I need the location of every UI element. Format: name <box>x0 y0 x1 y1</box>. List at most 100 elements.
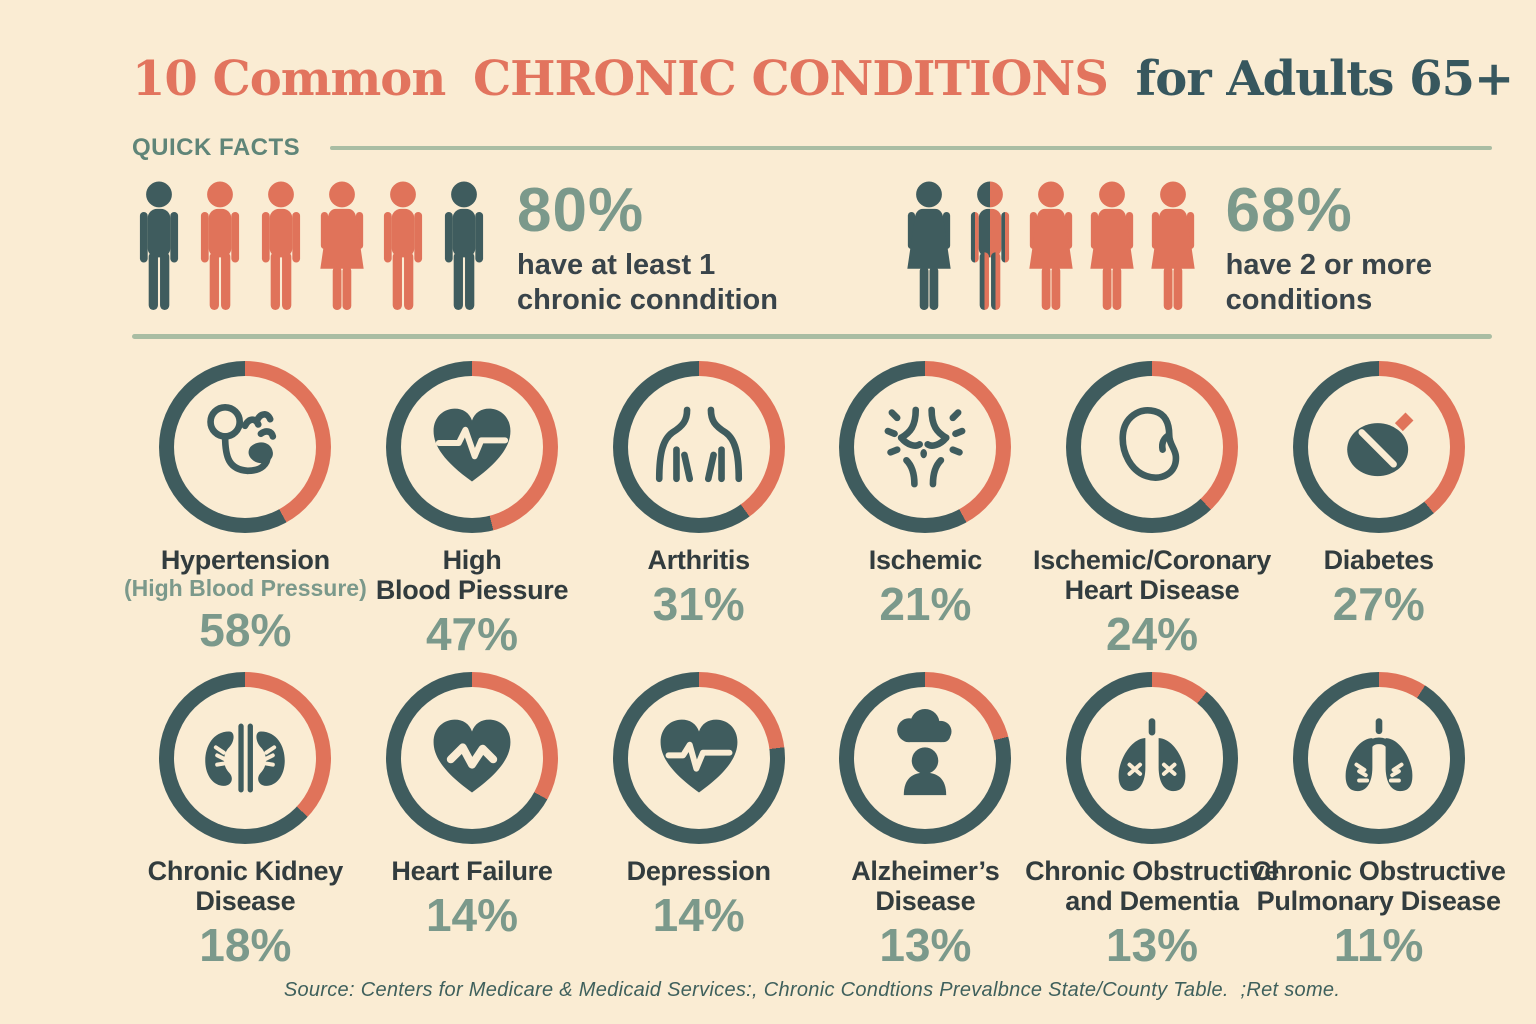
donut-ring <box>1066 671 1239 844</box>
stat-desc-line2: conditions <box>1225 283 1373 316</box>
stat-desc-line1: have at least 1 <box>517 249 716 281</box>
condition-label-line2: Pulmonary Disease <box>1256 885 1501 916</box>
conditions-row-2: Chronic Kidney Disease 18% Heart Failure… <box>132 671 1506 971</box>
condition-card-depression: Depression 14% <box>585 671 812 969</box>
teal-man-icon <box>444 181 484 310</box>
quick-facts-label: QUICK FACTS <box>132 134 301 161</box>
condition-label-line1: Heart Failure <box>391 855 553 886</box>
people-pictograph-right <box>902 180 1200 312</box>
stat-at-least-one: 80% have at least 1 chronic conndition <box>132 180 778 318</box>
donut-ring <box>612 360 785 533</box>
condition-percent: 58% <box>199 603 292 656</box>
coral-woman-icon <box>320 181 364 310</box>
condition-percent: 31% <box>652 577 745 630</box>
condition-card-heart-failure: Heart Failure 14% <box>359 671 586 969</box>
split-man-icon <box>970 181 1009 310</box>
condition-card-arthritis: Arthritis 31% <box>585 360 812 658</box>
heart-ekg-icon <box>433 408 511 482</box>
lungs-bronchi-icon <box>1345 718 1413 792</box>
condition-percent: 13% <box>879 918 972 971</box>
source-citation: Source: Centers for Medicare & Medicaid … <box>283 979 1341 1002</box>
coral-woman-icon <box>1151 181 1195 310</box>
condition-card-alzheimers: Alzheimer’s Disease 13% <box>812 671 1039 971</box>
donut-ring <box>839 360 1012 533</box>
people-pictograph-left <box>132 180 491 312</box>
stat-two-or-more: 68% have 2 or more conditions <box>902 180 1432 318</box>
person-cloud-icon <box>897 708 952 795</box>
condition-label-line2: Blood Piessure <box>375 574 569 605</box>
quick-facts-stats: 80% have at least 1 chronic conndition 6… <box>132 180 1492 318</box>
condition-label-line1: Chronic Obstructive <box>1251 855 1506 886</box>
condition-percent: 47% <box>425 607 519 660</box>
page-title: 10 Common CHRONIC CONDITIONS for Adults … <box>132 46 1514 112</box>
condition-percent: 14% <box>652 888 745 941</box>
condition-percent: 24% <box>1105 607 1199 660</box>
coral-man-icon <box>261 181 301 310</box>
condition-card-diabetes: Diabetes 27% <box>1265 360 1492 658</box>
condition-label-line2: and Dementia <box>1065 885 1239 916</box>
donut-ring <box>159 360 332 533</box>
coral-woman-icon <box>1090 181 1134 310</box>
quick-facts-header: QUICK FACTS <box>132 134 1492 162</box>
donut-ring <box>1292 360 1465 533</box>
condition-label-line2: Disease <box>875 885 976 916</box>
condition-label-line1: Alzheimer’s <box>851 855 1000 886</box>
condition-label-line1: Depression <box>626 855 771 886</box>
condition-percent: 11% <box>1333 918 1424 971</box>
donut-ring <box>386 671 558 844</box>
title-tail: for Adults 65+ <box>1135 51 1515 107</box>
donut-ring <box>1292 671 1465 844</box>
condition-label-line1: Chronic Kidney <box>147 855 344 886</box>
blood-pressure-monitor-icon <box>207 403 277 474</box>
condition-card-coronary-heart-disease: Ischemic/Coronary Heart Disease 24% <box>1033 360 1271 660</box>
teal-woman-icon <box>907 181 951 310</box>
condition-card-copd-dementia: Chronic Obstructive and Dementia 13% <box>1025 671 1279 971</box>
condition-label-line1: Arthritis <box>647 544 751 575</box>
donut-ring <box>612 671 785 844</box>
joint-icon <box>884 406 966 488</box>
title-main: CHRONIC CONDITIONS <box>472 51 1109 107</box>
heart-pulse-icon <box>660 719 738 793</box>
condition-label-line1: Chronic Obstructive <box>1025 855 1279 886</box>
condition-label-line1: High <box>442 544 502 575</box>
stat-desc-line1: have 2 or more <box>1225 249 1432 281</box>
title-lead: 10 Common <box>132 51 446 107</box>
condition-card-copd: Chronic Obstructive Pulmonary Disease 11… <box>1252 671 1506 971</box>
condition-percent: 27% <box>1332 577 1425 630</box>
torso-icon <box>655 406 742 482</box>
condition-percent: 18% <box>199 918 292 971</box>
conditions-row-1: Hypertension (High Blood Pressure) 58% H… <box>124 360 1492 660</box>
condition-percent: 13% <box>1105 918 1199 971</box>
condition-sublabel: (High Blood Pressure) <box>123 574 367 601</box>
condition-card-chronic-kidney-disease: Chronic Kidney Disease 18% <box>132 671 359 971</box>
condition-label-line1: Hypertension <box>160 544 330 575</box>
quick-facts-divider-line <box>330 146 1492 150</box>
teal-man-icon <box>139 181 179 310</box>
heart-organ-outline-icon <box>1119 406 1180 481</box>
stat-value: 68% <box>1225 176 1353 245</box>
condition-percent: 21% <box>879 577 972 630</box>
condition-label-line2: Heart Disease <box>1064 574 1240 605</box>
donut-ring <box>839 671 1012 844</box>
glucometer-icon <box>1346 412 1414 476</box>
condition-label-line1: Diabetes <box>1323 544 1434 575</box>
stat-value: 80% <box>517 176 645 245</box>
condition-card-ischemic: Ischemic 21% <box>812 360 1039 658</box>
coral-man-icon <box>200 181 240 310</box>
donut-ring <box>386 360 558 533</box>
heart-zigzag-icon <box>433 719 511 793</box>
condition-percent: 14% <box>425 888 519 941</box>
condition-label-line1: Ischemic <box>868 544 982 575</box>
condition-card-hypertension: Hypertension (High Blood Pressure) 58% <box>124 360 367 658</box>
condition-label-line1: Ischemic/Coronary <box>1033 544 1272 575</box>
coral-man-icon <box>383 181 423 310</box>
donut-ring <box>1066 360 1239 533</box>
donut-ring <box>159 671 332 844</box>
lungs-icon <box>1118 718 1186 792</box>
kidneys-icon <box>205 723 286 793</box>
section-divider <box>132 333 1492 339</box>
stat-desc-line2: chronic conndition <box>517 283 778 316</box>
coral-woman-icon <box>1029 181 1073 310</box>
condition-label-line2: Disease <box>195 885 296 916</box>
